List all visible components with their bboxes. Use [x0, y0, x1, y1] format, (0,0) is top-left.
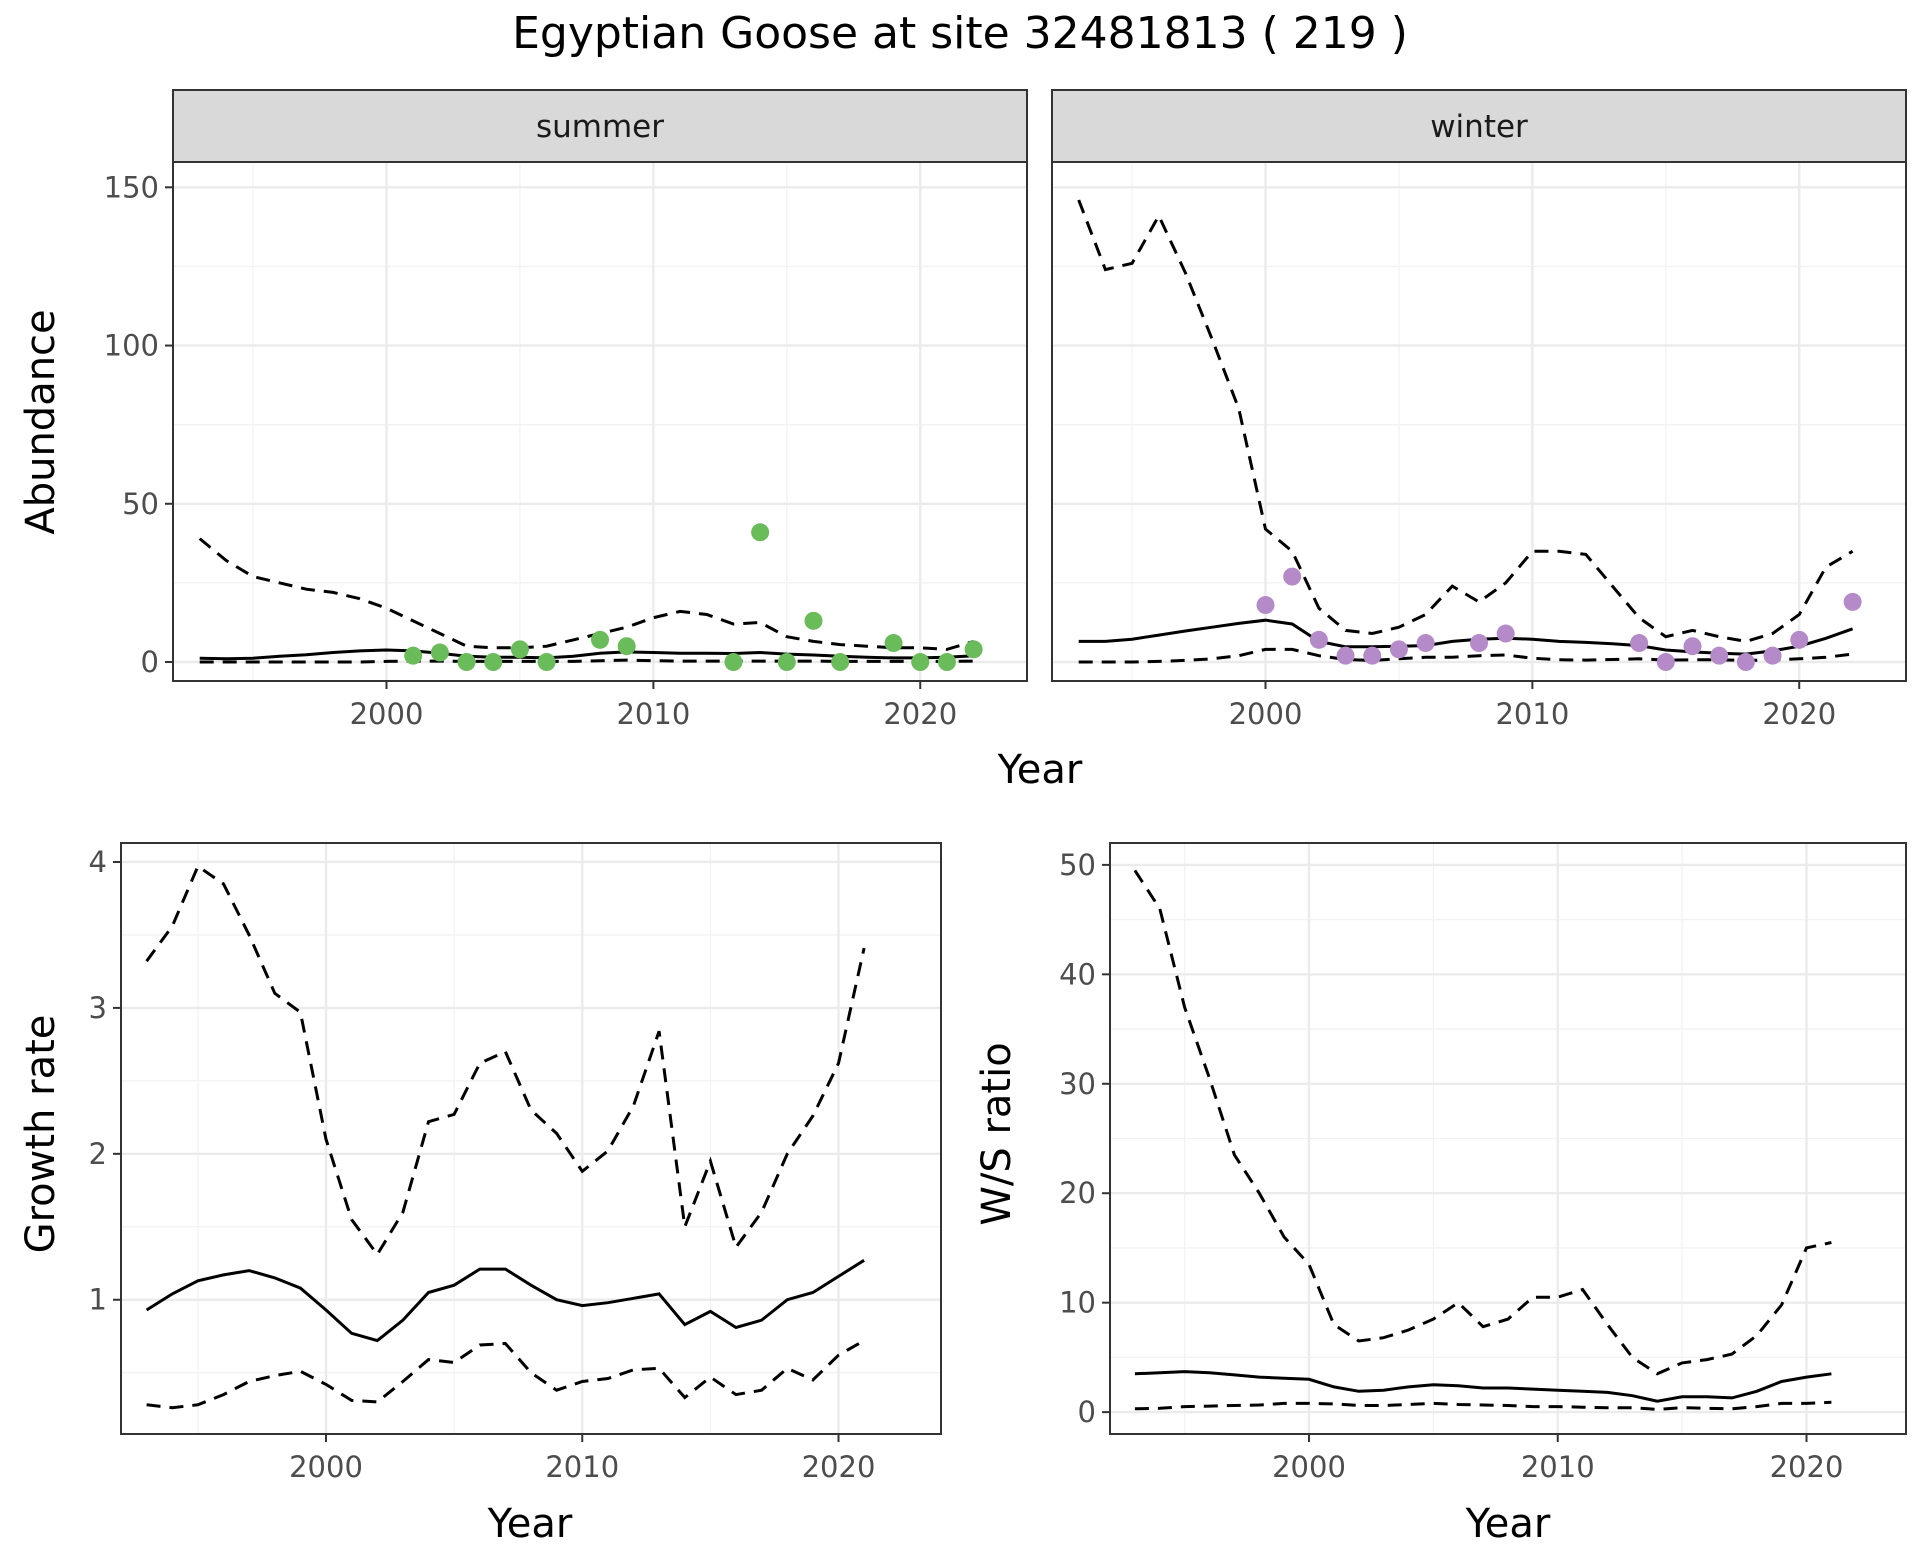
- ws-ratio-panel: 2000 2010 2020 0 10 20 30 40 50: [1059, 842, 1907, 1484]
- observed-count-point: [1336, 646, 1355, 665]
- observed-count-point: [484, 653, 503, 672]
- y-tick-label: 40: [1059, 957, 1096, 991]
- observed-count-point: [964, 640, 983, 659]
- lower-ci-line: [146, 1339, 865, 1410]
- observed-count-point: [457, 653, 476, 672]
- observed-count-point: [724, 653, 743, 672]
- observed-count-point: [1389, 640, 1408, 659]
- observed-count-point: [1843, 592, 1862, 611]
- observed-count-point: [804, 611, 823, 630]
- observed-count-point: [1363, 646, 1382, 665]
- upper-ci-line: [1077, 199, 1854, 643]
- mean-trend-line: [145, 1259, 865, 1343]
- observed-count-point: [1630, 634, 1649, 653]
- observed-count-point: [1283, 567, 1302, 586]
- observed-count-point: [1683, 637, 1702, 656]
- observed-count-point: [591, 630, 609, 649]
- observed-count-point: [1656, 653, 1675, 672]
- y-tick-label: 30: [1059, 1067, 1096, 1101]
- observed-count-point: [1790, 630, 1809, 649]
- observed-count-point: [751, 523, 770, 542]
- observed-count-point: [777, 653, 796, 672]
- x-tick-label: 2020: [1762, 697, 1836, 731]
- figure-title: Egyptian Goose at site 32481813 ( 219 ): [512, 8, 1408, 59]
- x-tick-label: 2000: [289, 1450, 363, 1484]
- x-tick-label: 2010: [1495, 697, 1569, 731]
- observed-count-point: [510, 640, 529, 659]
- upper-ci-line: [145, 864, 866, 1258]
- observed-count-point: [1309, 630, 1328, 649]
- x-tick-label: 2000: [1229, 697, 1303, 731]
- facet-strip: [172, 89, 1028, 163]
- y-tick-label: 150: [104, 170, 159, 204]
- upper-ci-line: [1133, 869, 1832, 1376]
- upper-ci-line: [198, 537, 975, 651]
- observed-count-point: [1763, 646, 1782, 665]
- observed-count-point: [831, 653, 850, 672]
- lower-ci-line: [1134, 1400, 1832, 1411]
- observed-count-point: [404, 646, 423, 665]
- ws-ratio-y-axis-title: W/S ratio: [974, 1042, 1020, 1225]
- x-tick-label: 2020: [1770, 1450, 1844, 1484]
- y-tick-label: 20: [1059, 1176, 1096, 1210]
- x-tick-label: 2020: [883, 697, 957, 731]
- y-tick-label: 3: [89, 991, 107, 1025]
- facet-strip: [1051, 89, 1907, 163]
- observed-count-point: [884, 634, 903, 653]
- observed-count-point: [1736, 653, 1755, 672]
- x-tick-label: 2000: [1272, 1450, 1346, 1484]
- y-tick-label: 2: [89, 1137, 107, 1171]
- ws-ratio-x-axis-title: Year: [1465, 1501, 1551, 1547]
- panel-border: [1109, 842, 1907, 1435]
- y-tick-label: 1: [89, 1283, 107, 1317]
- winter-facet-panel: winter 2000 2010 2020: [1051, 89, 1907, 731]
- growth-rate-panel: 2000 2010 2020 1 2 3 4: [89, 842, 942, 1484]
- observed-count-point: [617, 637, 636, 656]
- x-tick-label: 2020: [802, 1450, 876, 1484]
- y-tick-label: 10: [1059, 1286, 1096, 1320]
- observed-count-point: [1256, 596, 1275, 615]
- y-tick-label: 100: [104, 329, 159, 363]
- panel-border: [120, 842, 942, 1435]
- y-tick-label: 4: [89, 845, 107, 879]
- y-tick-label: 0: [1078, 1395, 1096, 1429]
- y-tick-label: 0: [141, 645, 159, 679]
- mean-trend-line: [1134, 1370, 1832, 1403]
- growth-rate-y-axis-title: Growth rate: [18, 1015, 64, 1254]
- y-tick-label: 50: [1059, 848, 1096, 882]
- abundance-y-axis-title: Abundance: [18, 309, 64, 534]
- observed-count-point: [1470, 634, 1488, 653]
- x-tick-label: 2000: [350, 697, 424, 731]
- x-tick-label: 2010: [1521, 1450, 1595, 1484]
- x-tick-label: 2010: [545, 1450, 619, 1484]
- growth-rate-x-axis-title: Year: [487, 1501, 573, 1547]
- observed-count-point: [1710, 646, 1729, 665]
- summer-facet-panel: summer 2000 2010 2020 0 50 100 150: [104, 89, 1028, 731]
- observed-count-point: [1496, 624, 1515, 643]
- observed-count-point: [430, 643, 449, 662]
- x-tick-label: 2010: [616, 697, 690, 731]
- observed-count-point: [937, 653, 956, 672]
- abundance-x-axis-title: Year: [997, 747, 1083, 793]
- observed-count-point: [911, 653, 930, 672]
- facet-strip-label: summer: [536, 109, 664, 145]
- facet-strip-label: winter: [1430, 109, 1528, 145]
- observed-count-point: [537, 653, 556, 672]
- y-tick-label: 50: [122, 487, 159, 521]
- observed-count-point: [1416, 634, 1435, 653]
